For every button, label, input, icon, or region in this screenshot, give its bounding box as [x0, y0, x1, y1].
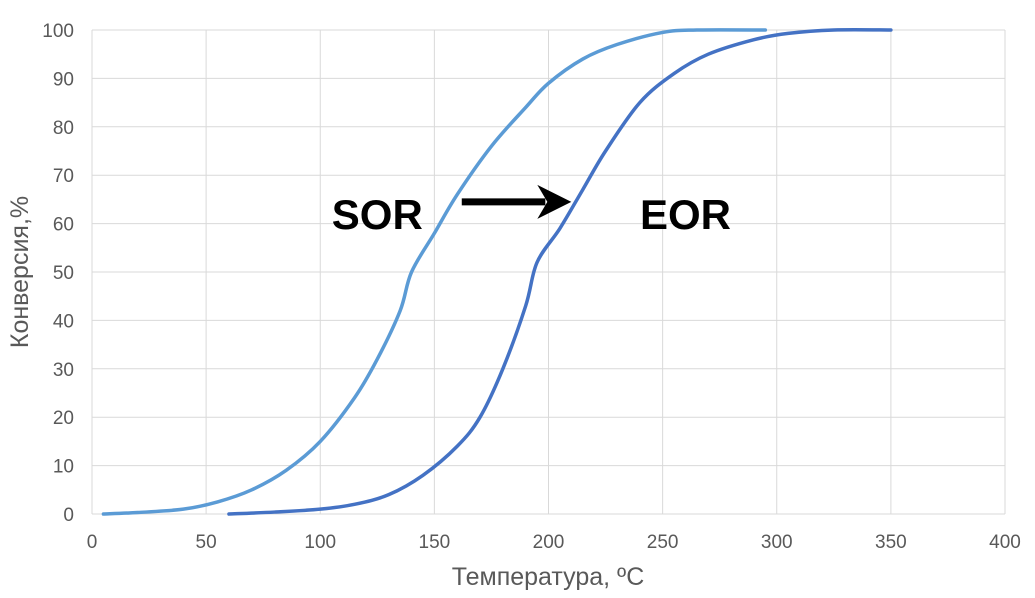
y-tick-label: 100 — [42, 21, 74, 42]
x-tick-label: 0 — [87, 532, 98, 553]
y-tick-label: 0 — [63, 505, 74, 526]
y-tick-label: 80 — [53, 118, 74, 139]
y-tick-label: 10 — [53, 457, 74, 478]
y-tick-label: 90 — [53, 69, 74, 90]
y-axis-title: Конверсия,% — [6, 196, 34, 348]
x-tick-label: 400 — [989, 532, 1021, 553]
series-group — [101, 28, 893, 516]
annotations: SOR EOR — [332, 184, 731, 238]
y-tick-label: 50 — [53, 263, 74, 284]
x-tick-label: 350 — [875, 532, 907, 553]
y-axis-ticks: 0 10 20 30 40 50 60 70 80 90 100 — [42, 21, 74, 526]
annotation-eor: EOR — [640, 191, 731, 238]
y-tick-label: 70 — [53, 166, 74, 187]
arrow-head-icon — [537, 184, 572, 219]
gridlines — [91, 29, 1006, 515]
y-tick-label: 30 — [53, 360, 74, 381]
series-line-2 — [227, 28, 893, 516]
annotation-sor: SOR — [332, 191, 423, 238]
x-tick-label: 300 — [761, 532, 793, 553]
x-tick-label: 200 — [533, 532, 565, 553]
y-tick-label: 60 — [53, 215, 74, 236]
x-tick-label: 100 — [304, 532, 336, 553]
series-line-1 — [101, 28, 768, 516]
x-tick-label: 50 — [196, 532, 217, 553]
y-tick-label: 20 — [53, 408, 74, 429]
x-axis-ticks: 0 50 100 150 200 250 300 350 400 — [87, 532, 1021, 553]
x-axis-title: Температура, ºC — [452, 563, 645, 591]
y-tick-label: 40 — [53, 311, 74, 332]
x-tick-label: 150 — [419, 532, 451, 553]
x-tick-label: 250 — [647, 532, 679, 553]
